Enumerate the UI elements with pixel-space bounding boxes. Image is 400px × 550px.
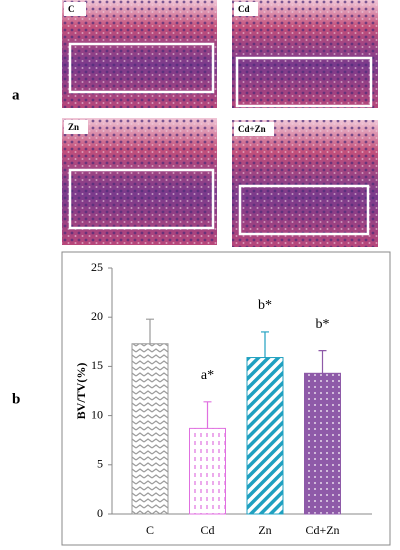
micrograph: C — [62, 0, 217, 108]
error-bar — [318, 350, 327, 374]
y-tick-label: 5 — [97, 457, 103, 471]
annotation: b* — [316, 317, 330, 332]
micrograph: Cd — [232, 0, 378, 108]
error-bar — [146, 318, 154, 344]
bar — [189, 427, 226, 515]
image-label: Cd+Zn — [238, 124, 266, 134]
x-tick-label: Cd — [200, 523, 214, 537]
micrograph: Zn — [62, 118, 217, 245]
micrograph: Cd+Zn — [232, 120, 378, 247]
y-tick-label: 10 — [91, 407, 103, 421]
error-bar — [203, 401, 212, 429]
bar — [131, 343, 169, 515]
bar — [246, 357, 284, 515]
annotation: b* — [258, 298, 272, 313]
x-tick-label: Zn — [258, 523, 271, 537]
y-tick-label: 20 — [91, 309, 103, 323]
y-tick-label: 0 — [97, 506, 103, 520]
image-label: Cd — [238, 4, 250, 14]
annotation: a* — [201, 368, 214, 383]
x-tick-label: Cd+Zn — [305, 523, 339, 537]
y-axis-label: BV/TV(%) — [74, 363, 88, 420]
x-tick-label: C — [146, 523, 154, 537]
y-tick-label: 15 — [91, 358, 103, 372]
y-tick-label: 25 — [91, 260, 103, 274]
panel-label: b — [12, 391, 20, 407]
image-label: C — [68, 4, 75, 14]
bar — [304, 372, 341, 515]
error-bar — [261, 331, 269, 358]
panel-label: a — [12, 87, 20, 103]
image-label: Zn — [68, 122, 79, 132]
